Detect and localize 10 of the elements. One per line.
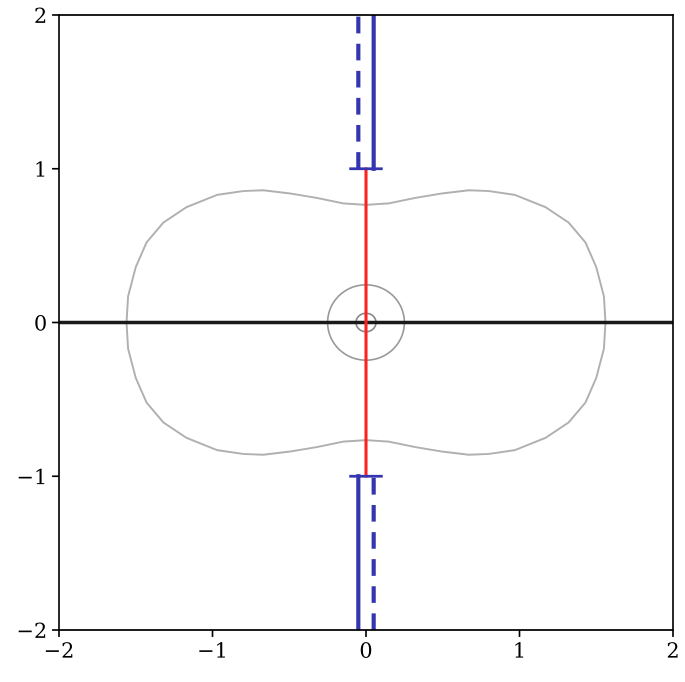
x-tick-label: −1 bbox=[199, 642, 225, 658]
x-tick-label: 2 bbox=[668, 642, 678, 658]
y-tick-label: 2 bbox=[35, 7, 46, 23]
x-tick-label: 1 bbox=[515, 642, 524, 658]
y-tick-label: 0 bbox=[35, 314, 46, 331]
x-tick-label: −2 bbox=[46, 642, 72, 658]
y-tick-label: 1 bbox=[36, 161, 44, 177]
x-tick-label: 0 bbox=[360, 642, 372, 658]
y-tick-label: −1 bbox=[18, 468, 44, 484]
y-tick-label: −2 bbox=[18, 622, 46, 638]
